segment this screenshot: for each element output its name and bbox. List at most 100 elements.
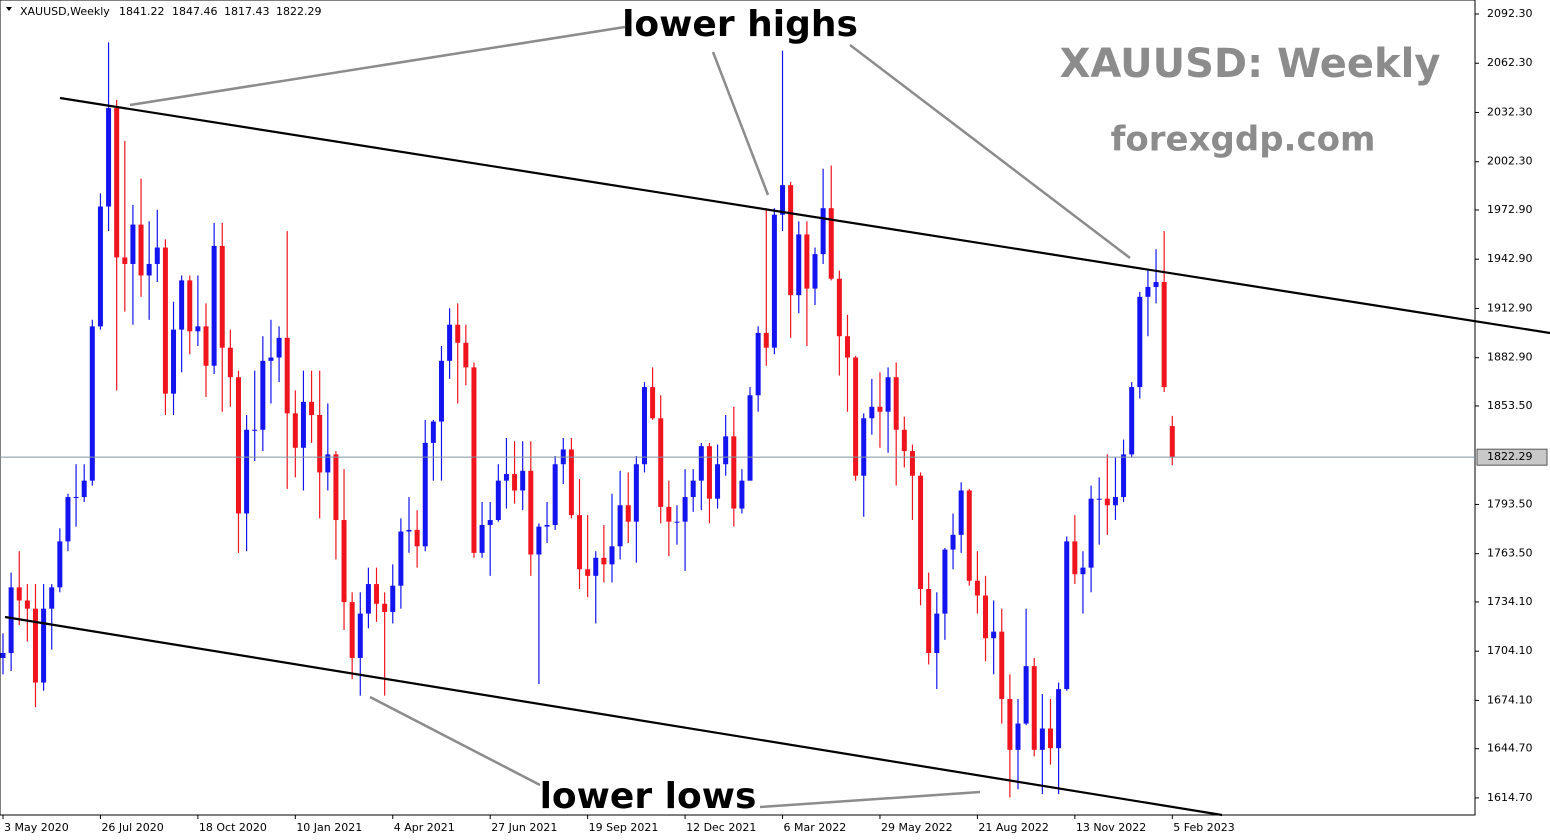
candle-body <box>528 470 534 555</box>
candle-body <box>1121 454 1127 498</box>
candle-body <box>479 524 485 553</box>
x-tick-label: 5 Feb 2023 <box>1173 821 1234 834</box>
candle-body <box>877 406 883 412</box>
candle-body <box>1129 387 1135 455</box>
candle-body <box>244 429 250 514</box>
candle-body <box>577 515 583 570</box>
candle-body <box>796 234 802 296</box>
candle-body <box>211 245 217 366</box>
y-tick-label: 2002.30 <box>1487 155 1533 168</box>
candle-body <box>536 526 542 555</box>
candle-body <box>739 480 745 509</box>
candle-body <box>154 247 160 264</box>
candle-body <box>658 418 664 507</box>
y-tick-label: 1793.50 <box>1487 497 1533 510</box>
candle-body <box>869 406 875 419</box>
candle-body <box>1096 498 1102 500</box>
candle-body <box>950 534 956 550</box>
candle-body <box>926 588 932 653</box>
y-tick-label: 2032.30 <box>1487 105 1533 118</box>
candle-body <box>365 584 371 614</box>
candle-body <box>8 587 14 653</box>
candle-body <box>836 278 842 337</box>
candle-body <box>844 336 850 358</box>
candle-body <box>747 395 753 481</box>
candle-body <box>1088 498 1094 568</box>
candle-body <box>861 418 867 476</box>
candle-body <box>958 490 964 535</box>
candle-body <box>853 357 859 476</box>
candle-body <box>1112 497 1118 506</box>
candle-body <box>617 505 623 547</box>
candle-body <box>81 480 87 498</box>
candle-body <box>983 595 989 639</box>
candle-body <box>1169 426 1175 458</box>
header-close: 1822.29 <box>276 5 322 18</box>
candle-body <box>812 254 818 289</box>
y-tick-label: 1704.10 <box>1487 644 1533 657</box>
candle-body <box>999 631 1005 699</box>
candle-body <box>235 377 241 514</box>
candle-body <box>195 326 201 332</box>
candle-body <box>901 429 907 452</box>
candle-body <box>357 613 363 658</box>
candle-body <box>1047 728 1053 749</box>
candle-body <box>1056 689 1062 749</box>
x-tick-label: 18 Oct 2020 <box>199 821 267 834</box>
y-tick-label: 1882.90 <box>1487 351 1533 364</box>
y-tick-label: 1942.90 <box>1487 252 1533 265</box>
candle-body <box>723 436 729 465</box>
candle-body <box>122 257 128 264</box>
candle-body <box>300 401 306 448</box>
candle-body <box>349 602 355 658</box>
candle-body <box>227 347 233 378</box>
candle-body <box>991 631 997 639</box>
candle-body <box>0 652 6 658</box>
candle-body <box>593 557 599 576</box>
candle-body <box>309 401 315 415</box>
candle-body <box>219 245 225 348</box>
candle-body <box>276 337 282 358</box>
candle-body <box>966 490 972 581</box>
candle-body <box>114 108 120 258</box>
candle-body <box>430 421 436 443</box>
candle-body <box>934 613 940 653</box>
candle-body <box>633 464 639 522</box>
candle-body <box>918 475 924 589</box>
candle-body <box>260 360 266 430</box>
candle-body <box>24 600 30 609</box>
candle-body <box>65 497 71 542</box>
candle-body <box>487 520 493 525</box>
y-tick-label: 1972.90 <box>1487 203 1533 216</box>
candle-body <box>455 324 461 343</box>
candle-body <box>503 474 509 481</box>
candle-body <box>641 387 647 465</box>
candle-body <box>942 549 948 614</box>
candle-body <box>171 329 177 394</box>
candle-body <box>471 367 477 553</box>
candle-body <box>698 446 704 481</box>
candle-body <box>203 326 209 366</box>
candle-body <box>544 524 550 527</box>
pointers <box>129 25 1131 809</box>
pointer <box>129 25 626 107</box>
y-tick-label: 1763.50 <box>1487 547 1533 560</box>
candle-body <box>788 185 794 296</box>
candle-body <box>495 480 501 521</box>
header-high: 1847.46 <box>172 5 218 18</box>
candle-body <box>885 377 891 412</box>
candle-body <box>909 451 915 476</box>
candle-body <box>292 413 298 448</box>
plot-area <box>0 42 1175 798</box>
pointer <box>849 44 1131 259</box>
candle-body <box>73 497 79 499</box>
candle-body <box>1072 541 1078 575</box>
candle-body <box>771 214 777 348</box>
candle-body <box>341 520 347 603</box>
candle-body <box>1015 723 1021 750</box>
y-tick-label: 1674.10 <box>1487 693 1533 706</box>
candle-body <box>130 224 136 264</box>
price-label: 1822.29 <box>1487 450 1533 463</box>
candle-body <box>763 332 769 348</box>
